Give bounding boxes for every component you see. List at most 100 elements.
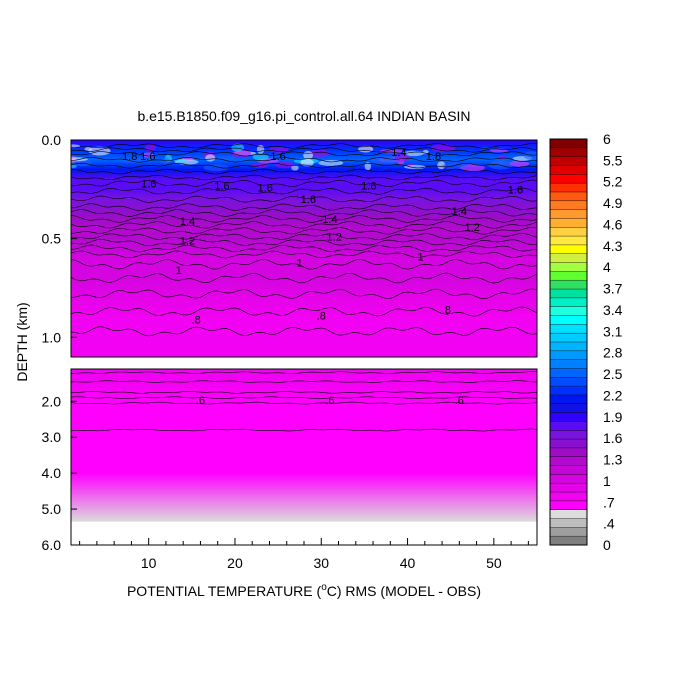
colorbar-swatch: [550, 536, 587, 546]
y-tick-label: 6.0: [42, 537, 62, 553]
surface-noise-blob: [523, 151, 537, 161]
colorbar-swatch: [550, 289, 587, 299]
colorbar-swatch: [550, 156, 587, 166]
surface-noise-blob: [252, 153, 269, 161]
colorbar-swatch: [550, 174, 587, 184]
contour-label: 1.2: [180, 236, 195, 248]
contour-label: 1.6: [258, 182, 273, 194]
colorbar-swatch: [550, 333, 587, 343]
contour-label: 1.6: [361, 180, 376, 192]
colorbar-swatch: [550, 236, 587, 246]
x-tick-label: 30: [313, 555, 329, 571]
contour-label: 1.6: [214, 180, 229, 192]
contour-line: [71, 174, 537, 181]
x-tick-label: 10: [141, 555, 157, 571]
colorbar-swatch: [550, 183, 587, 193]
colorbar: 6 5.5 5.2 4.9 4.6 4.3 4 3.7 3.4 3.1 2.8 2.5 2.2 1.9 1.…: [549, 131, 623, 553]
colorbar-swatch: [550, 165, 587, 175]
contour-label: 1.2: [327, 232, 342, 244]
contour-label: 1.8: [122, 151, 137, 163]
x-tick-label: 40: [400, 555, 416, 571]
contour-label: 1.8: [426, 151, 441, 163]
surface-noise-blob: [71, 164, 77, 169]
colorbar-swatch: [550, 147, 587, 157]
y-tick-label: 5.0: [42, 501, 62, 517]
surface-noise-blob: [490, 160, 513, 166]
contour-line: [71, 168, 537, 175]
contour-line: [71, 147, 537, 153]
colorbar-swatch: [550, 209, 587, 219]
colorbar-swatch: [550, 394, 587, 405]
colorbar-swatch: [550, 139, 587, 149]
contour-line: [71, 203, 537, 211]
surface-noise-blob: [173, 158, 189, 163]
y-tick-label: 0.5: [42, 231, 62, 247]
top-panel: 1.8 1.6 1.6 1.4 1.81.6 1.6 1.61.61.6 1.61.4 1.41…: [42, 132, 538, 358]
contour-label: 1.4: [452, 206, 467, 218]
contour-label: .8: [192, 315, 201, 327]
bottom-panel-contour-labels: .6 .6 .6: [196, 395, 464, 407]
y-tick-label: 4.0: [42, 465, 62, 481]
bottom-panel-y-ticks: 2.0 3.0 4.0 5.0 6.0: [42, 393, 77, 553]
contour-line: [71, 215, 537, 223]
colorbar-swatch: [550, 253, 587, 263]
colorbar-swatch: [550, 306, 587, 316]
contour-label: 1.4: [391, 147, 406, 159]
chart-title: b.e15.B1850.f09_g16.pi_control.all.64 IN…: [137, 108, 470, 124]
colorbar-swatch: [550, 421, 587, 431]
surface-noise-blob: [442, 162, 467, 170]
colorbar-label: 1.9: [603, 409, 623, 425]
contour-line: [71, 428, 537, 432]
surface-noise-blob: [404, 164, 426, 170]
contour-label: .8: [442, 305, 451, 317]
colorbar-swatch: [550, 297, 587, 307]
contour-line: [71, 226, 537, 235]
contour-label: 1.4: [180, 216, 195, 228]
colorbar-swatch: [550, 368, 587, 378]
surface-noise-blob: [88, 146, 111, 156]
contour-label: 1.6: [140, 151, 155, 163]
contour-line: [71, 306, 537, 317]
colorbar-label: 0: [603, 537, 611, 553]
y-axis-label: DEPTH (km): [14, 302, 30, 381]
surface-noise-blob: [364, 162, 372, 171]
colorbar-swatch: [550, 518, 587, 528]
bottom-panel-field: [71, 369, 537, 522]
contour-label: .6: [196, 395, 205, 407]
contour-line: [71, 288, 537, 300]
contour-label: 1.6: [301, 194, 316, 206]
contour-line: [71, 401, 537, 405]
top-panel-y-ticks: 0.0 0.5 1.0: [42, 132, 77, 345]
colorbar-swatch: [550, 227, 587, 237]
top-panel-contours: [71, 143, 537, 337]
surface-noise-blob: [395, 153, 410, 162]
contour-line: [71, 326, 537, 337]
colorbar-label: 5.5: [603, 152, 623, 168]
colorbar-label: 1.3: [603, 452, 623, 468]
contour-line: [71, 209, 537, 217]
surface-noise-blob: [205, 154, 216, 162]
y-tick-label: 1.0: [42, 329, 62, 345]
surface-noise-blob: [291, 165, 299, 171]
surface-noise-blob: [216, 155, 236, 160]
contour-line: [71, 396, 537, 400]
top-panel-contour-labels: 1.8 1.6 1.6 1.4 1.81.6 1.6 1.61.61.6 1.61.4 1.41…: [122, 147, 523, 327]
surface-noise-blob: [370, 155, 392, 165]
colorbar-swatch: [550, 403, 587, 413]
colorbar-swatch: [550, 359, 587, 369]
x-axis-label-part2: C) RMS (MODEL - OBS): [327, 583, 481, 599]
contour-label: .6: [455, 395, 464, 407]
colorbar-label: 5.2: [603, 174, 623, 190]
colorbar-label: .7: [603, 494, 615, 510]
top-panel-frame: [70, 139, 538, 358]
contour-line: [71, 272, 537, 284]
colorbar-swatch: [550, 500, 587, 510]
colorbar-label: 3.7: [603, 281, 623, 297]
y-tick-label: 2.0: [42, 393, 62, 409]
colorbar-swatch: [550, 200, 587, 210]
colorbar-label: 2.8: [603, 345, 623, 361]
contour-line: [71, 195, 537, 203]
contour-label: 1.6: [508, 184, 523, 196]
contour-line: [71, 258, 537, 270]
